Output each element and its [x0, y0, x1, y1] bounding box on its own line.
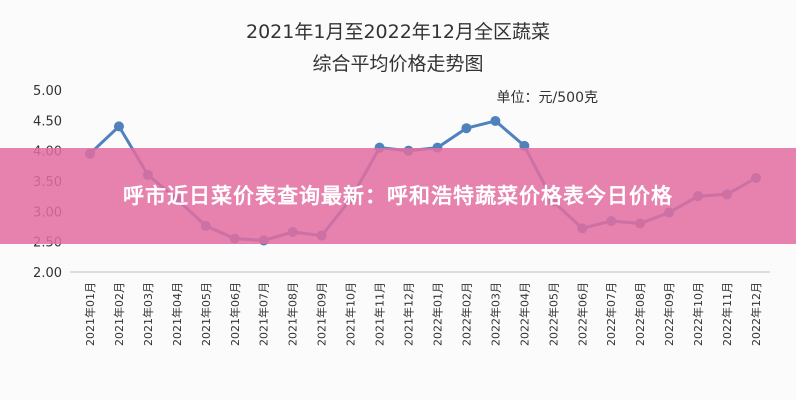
x-axis-ticks: 2021年01月 2021年02月 2021年03月 2021年04月 2021年05月…	[83, 282, 763, 346]
y-tick-label: 4.50	[33, 114, 62, 129]
title-banner: 呼市近日菜价表查询最新：呼和浩特蔬菜价格表今日价格	[0, 148, 796, 244]
x-tick-label: 2022年10月	[691, 282, 705, 346]
x-tick-label: 2022年03月	[488, 282, 502, 346]
y-tick-label: 5.00	[33, 84, 62, 99]
x-tick-label: 2022年06月	[575, 282, 589, 346]
banner-text: 呼市近日菜价表查询最新：呼和浩特蔬菜价格表今日价格	[123, 184, 673, 208]
x-tick-label: 2022年11月	[720, 282, 734, 346]
data-point	[113, 121, 124, 132]
x-tick-label: 2022年12月	[749, 282, 763, 346]
data-point	[490, 115, 501, 126]
x-tick-label: 2022年04月	[517, 282, 531, 346]
chart-title-line-2: 综合平均价格走势图	[312, 53, 483, 75]
x-tick-label: 2022年08月	[633, 282, 647, 346]
x-tick-label: 2022年09月	[662, 282, 676, 346]
x-tick-label: 2022年07月	[604, 282, 618, 346]
chart-title-line-1: 2021年1月至2022年12月全区蔬菜	[246, 21, 550, 43]
x-tick-label: 2021年08月	[286, 282, 300, 346]
x-tick-label: 2021年02月	[112, 282, 126, 346]
unit-label: 单位：元/500克	[497, 90, 598, 106]
x-tick-label: 2021年11月	[373, 282, 387, 346]
x-tick-label: 2021年03月	[141, 282, 155, 346]
x-tick-label: 2021年06月	[228, 282, 242, 346]
x-tick-label: 2021年04月	[170, 282, 184, 346]
x-tick-label: 2021年07月	[257, 282, 271, 346]
x-tick-label: 2022年01月	[430, 282, 444, 346]
x-tick-label: 2021年10月	[344, 282, 358, 346]
x-tick-label: 2022年02月	[459, 282, 473, 346]
x-tick-label: 2021年05月	[199, 282, 213, 346]
x-tick-label: 2021年01月	[83, 282, 97, 346]
x-tick-label: 2022年05月	[546, 282, 560, 346]
x-tick-label: 2021年09月	[315, 282, 329, 346]
x-tick-label: 2021年12月	[402, 282, 416, 346]
data-point	[461, 123, 472, 134]
y-tick-label: 2.00	[33, 266, 62, 281]
